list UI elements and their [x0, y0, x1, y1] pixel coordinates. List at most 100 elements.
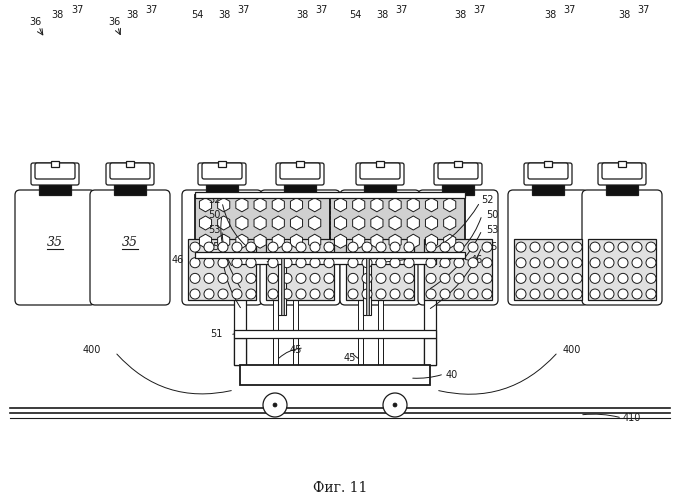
Circle shape — [426, 258, 436, 268]
Circle shape — [232, 258, 242, 268]
Circle shape — [348, 289, 358, 299]
Circle shape — [544, 258, 554, 268]
Circle shape — [604, 289, 614, 299]
Circle shape — [618, 289, 628, 299]
Bar — [126, 161, 134, 167]
FancyBboxPatch shape — [106, 163, 154, 185]
Circle shape — [590, 289, 600, 299]
FancyBboxPatch shape — [90, 190, 170, 305]
Text: 38: 38 — [544, 10, 556, 20]
Circle shape — [482, 242, 492, 252]
Circle shape — [558, 258, 568, 268]
Text: 52: 52 — [481, 195, 493, 205]
Circle shape — [324, 289, 334, 299]
Circle shape — [190, 258, 200, 268]
Circle shape — [268, 289, 278, 299]
Circle shape — [190, 274, 200, 283]
Circle shape — [590, 258, 600, 268]
Circle shape — [390, 289, 400, 299]
Circle shape — [618, 274, 628, 283]
Circle shape — [632, 258, 642, 268]
Bar — [296, 161, 304, 167]
Circle shape — [218, 289, 228, 299]
Circle shape — [376, 242, 386, 252]
Text: 38: 38 — [454, 10, 466, 20]
Text: 35: 35 — [122, 236, 138, 248]
Bar — [358, 258, 362, 365]
Circle shape — [558, 274, 568, 283]
Bar — [454, 161, 462, 167]
Bar — [234, 330, 436, 338]
Circle shape — [282, 289, 292, 299]
FancyBboxPatch shape — [15, 190, 95, 305]
Bar — [266, 239, 334, 300]
Bar — [206, 183, 238, 195]
Text: 38: 38 — [126, 10, 138, 20]
Circle shape — [310, 274, 320, 283]
Circle shape — [426, 242, 436, 252]
Circle shape — [310, 258, 320, 268]
Circle shape — [618, 258, 628, 268]
Text: Фиг. 11: Фиг. 11 — [313, 481, 367, 495]
Bar — [39, 183, 71, 195]
Circle shape — [362, 289, 372, 299]
Bar — [195, 192, 465, 198]
Bar — [234, 338, 246, 365]
Bar — [358, 338, 362, 365]
Text: 37: 37 — [474, 5, 486, 15]
Circle shape — [454, 242, 464, 252]
Bar — [376, 161, 384, 167]
FancyBboxPatch shape — [524, 163, 572, 185]
Circle shape — [426, 274, 436, 283]
Bar — [195, 252, 465, 258]
Circle shape — [516, 289, 526, 299]
Circle shape — [204, 258, 214, 268]
Circle shape — [190, 289, 200, 299]
Circle shape — [404, 242, 414, 252]
FancyBboxPatch shape — [508, 190, 588, 305]
Bar — [377, 258, 382, 365]
Circle shape — [646, 274, 656, 283]
Circle shape — [282, 258, 292, 268]
Bar — [442, 183, 474, 195]
Circle shape — [604, 258, 614, 268]
FancyBboxPatch shape — [438, 163, 478, 179]
Circle shape — [572, 258, 582, 268]
Circle shape — [218, 274, 228, 283]
FancyBboxPatch shape — [602, 163, 642, 179]
Bar — [618, 161, 626, 167]
Circle shape — [324, 242, 334, 252]
Circle shape — [530, 289, 540, 299]
Bar — [51, 161, 59, 167]
Bar — [292, 258, 298, 365]
Circle shape — [296, 258, 306, 268]
Circle shape — [572, 242, 582, 252]
Circle shape — [362, 258, 372, 268]
Text: 38: 38 — [618, 10, 630, 20]
Bar — [588, 239, 656, 300]
FancyBboxPatch shape — [360, 163, 400, 179]
Circle shape — [232, 242, 242, 252]
Bar — [240, 365, 430, 385]
Bar — [273, 338, 277, 365]
Circle shape — [544, 242, 554, 252]
Circle shape — [376, 274, 386, 283]
Circle shape — [632, 274, 642, 283]
Circle shape — [390, 242, 400, 252]
Circle shape — [440, 274, 450, 283]
FancyBboxPatch shape — [260, 190, 340, 305]
Text: 38: 38 — [218, 10, 230, 20]
Circle shape — [348, 274, 358, 283]
Circle shape — [544, 289, 554, 299]
Circle shape — [383, 393, 407, 417]
Bar — [284, 183, 316, 195]
Text: 45: 45 — [344, 353, 356, 363]
Text: 37: 37 — [564, 5, 576, 15]
FancyBboxPatch shape — [280, 163, 320, 179]
Circle shape — [468, 274, 478, 283]
Bar — [195, 195, 330, 255]
Bar — [424, 338, 436, 365]
Text: 40: 40 — [446, 370, 458, 380]
Circle shape — [426, 289, 436, 299]
Bar — [234, 258, 246, 365]
